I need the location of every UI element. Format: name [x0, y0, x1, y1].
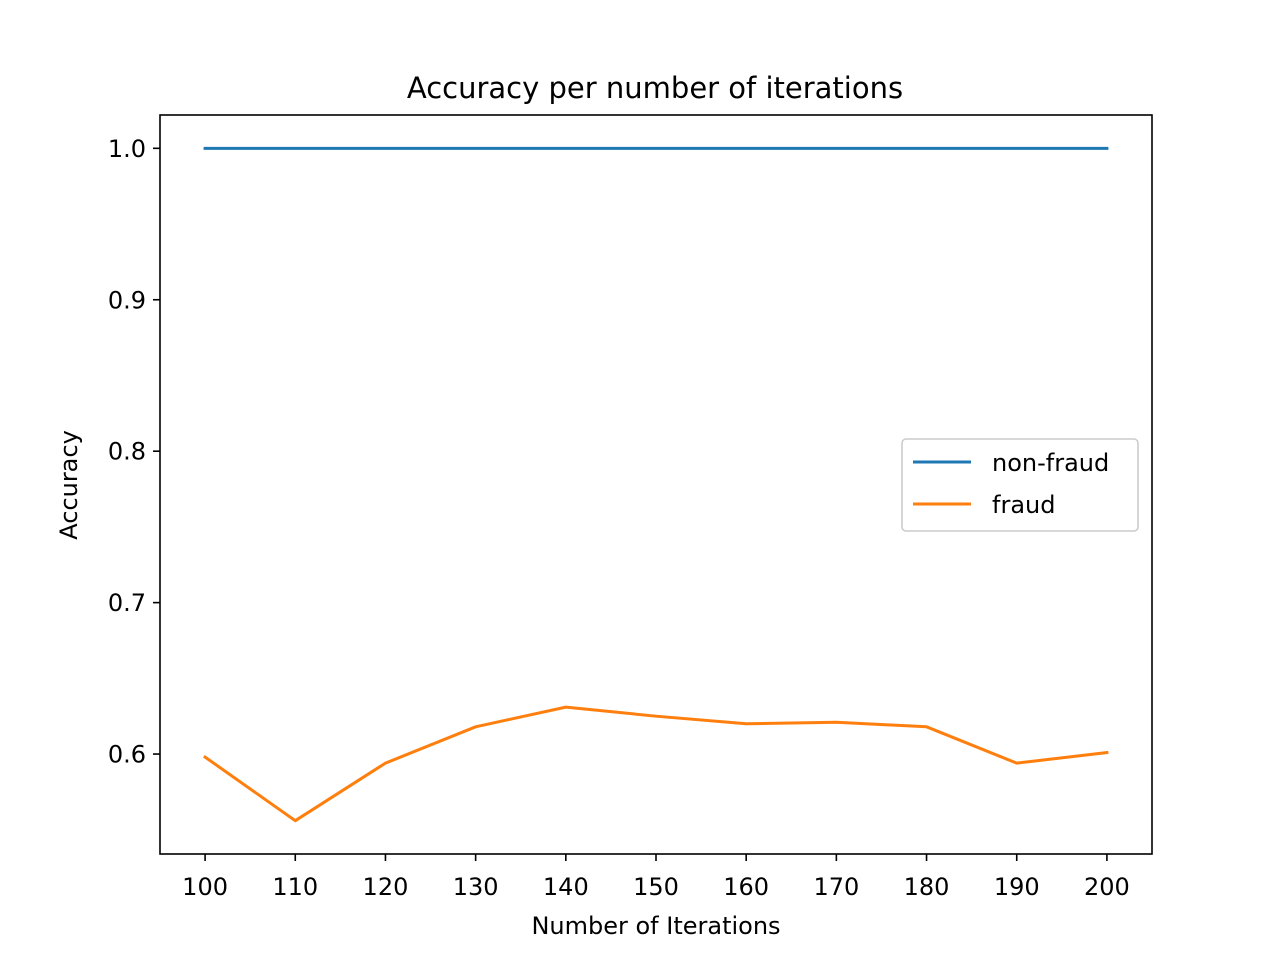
x-tick-label: 190 [994, 873, 1040, 901]
y-tick-label: 0.9 [108, 286, 146, 314]
y-tick-label: 0.6 [108, 741, 146, 769]
x-tick-label: 160 [723, 873, 769, 901]
legend-label-non-fraud: non-fraud [992, 449, 1109, 477]
y-tick-label: 1.0 [108, 135, 146, 163]
series-layer [202, 146, 1109, 823]
y-axis-ticks: 0.6 0.7 0.8 0.9 1.0 [108, 135, 160, 769]
x-tick-label: 140 [543, 873, 589, 901]
x-tick-label: 170 [813, 873, 859, 901]
legend: non-fraud fraud [901, 438, 1139, 532]
y-axis-label: Accuracy [55, 430, 83, 540]
x-tick-label: 130 [453, 873, 499, 901]
x-tick-label: 100 [182, 873, 228, 901]
series-line-fraud [202, 705, 1109, 823]
x-tick-label: 120 [363, 873, 409, 901]
x-tick-label: 180 [904, 873, 950, 901]
x-axis-label: Number of Iterations [531, 912, 780, 940]
x-tick-label: 200 [1084, 873, 1130, 901]
y-tick-label: 0.7 [108, 589, 146, 617]
x-tick-label: 110 [272, 873, 318, 901]
x-tick-label: 150 [633, 873, 679, 901]
legend-label-fraud: fraud [992, 491, 1055, 519]
x-axis-ticks: 100 110 120 130 140 150 160 170 180 190 200 [182, 854, 1130, 901]
chart-title: Accuracy per number of iterations [407, 71, 903, 105]
y-tick-label: 0.8 [108, 438, 146, 466]
